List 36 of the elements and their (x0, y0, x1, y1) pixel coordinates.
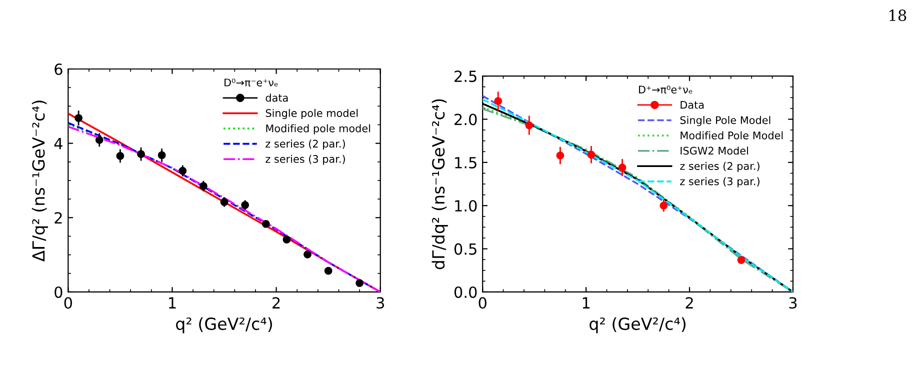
x-axis-title: q² (GeV²/c⁴) (590, 317, 686, 334)
legend-label: ISGW2 Model (680, 146, 748, 155)
legend-label: Data (680, 101, 704, 109)
x-axis-title: q² (GeV²/c⁴) (176, 317, 272, 334)
x-tick-label: 0 (478, 297, 486, 309)
x-tick-label: 1 (169, 297, 176, 308)
y-axis-title: dΓ/dq² (ns⁻¹GeV⁻²c⁴) (432, 99, 448, 270)
y-axis-title: ΔΓ/q² (ns⁻¹GeV⁻²c⁴) (32, 100, 48, 262)
x-tick-label: 0 (64, 297, 72, 309)
y-tick-label: 0 (54, 286, 62, 298)
y-tick-label: 2.5 (454, 70, 476, 82)
x-tick-label: 3 (376, 297, 384, 309)
x-tick-label: 2 (272, 297, 280, 308)
legend-label: data (266, 94, 288, 102)
legend-label: Single pole model (266, 108, 358, 120)
text: 18 (890, 10, 906, 22)
legend-label: z series (2 par.) (680, 162, 760, 172)
legend-title: D⁰→π⁻e⁺νₑ (224, 78, 278, 86)
y-tick-label: 2 (54, 212, 62, 224)
legend-label: z series (3 par.) (680, 177, 760, 188)
x-tick-label: 1 (582, 297, 590, 308)
y-tick-label: 0.5 (454, 243, 476, 255)
legend-label: Modified pole model (266, 124, 370, 134)
y-tick-label: 2.0 (454, 114, 477, 126)
y-tick-label: 1.5 (455, 157, 476, 168)
y-tick-label: 0.0 (454, 286, 477, 298)
legend-title: D⁺→π⁰e⁺νₑ (639, 86, 692, 94)
x-tick-label: 2 (686, 297, 693, 308)
legend-label: Modified Pole Model (680, 131, 783, 140)
legend-label: Single Pole Model (680, 116, 770, 126)
x-tick-label: 3 (789, 297, 797, 309)
y-tick-label: 6 (54, 63, 62, 76)
legend-label: z series (3 par.) (266, 154, 345, 165)
legend-label: z series (2 par.) (266, 140, 345, 150)
y-tick-label: 4 (54, 138, 62, 150)
y-tick-label: 1.0 (455, 200, 477, 212)
